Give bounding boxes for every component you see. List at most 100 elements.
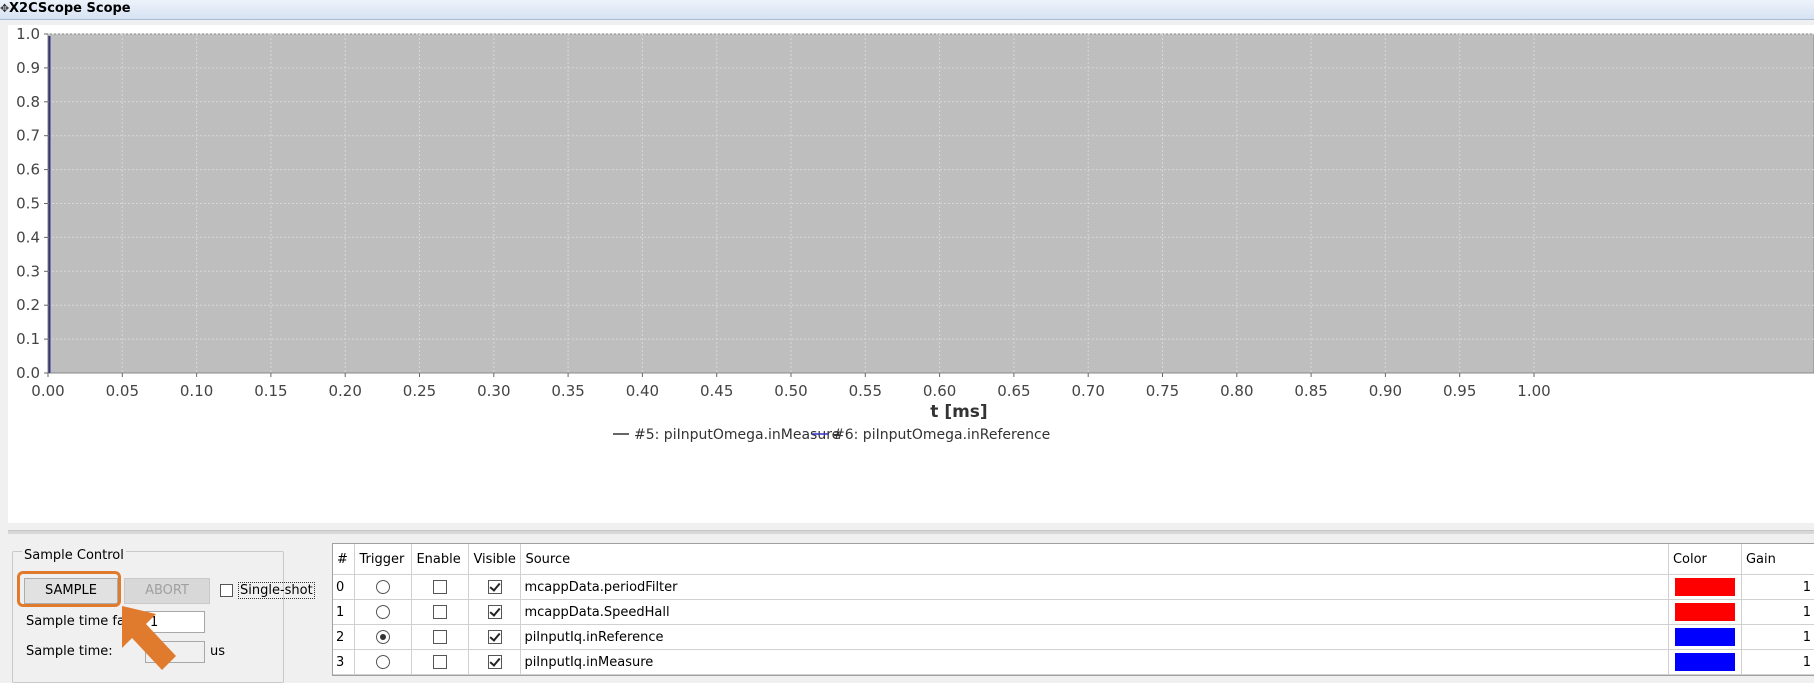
x-tick-label: 0.05 xyxy=(106,382,139,400)
visible-checkbox[interactable] xyxy=(487,655,502,669)
source-cell[interactable]: piInputIq.inReference xyxy=(520,624,1669,650)
splitter[interactable] xyxy=(8,530,1814,534)
x-tick-label: 0.95 xyxy=(1443,382,1476,400)
y-tick-label: 0.2 xyxy=(16,296,40,314)
trigger-radio[interactable] xyxy=(376,605,391,619)
color-swatch[interactable] xyxy=(1674,628,1735,646)
gain-cell[interactable]: 1 xyxy=(1741,599,1814,625)
source-cell[interactable]: mcappData.SpeedHall xyxy=(520,599,1669,625)
channel-table: # Trigger Enable Visible Source Color Ga… xyxy=(332,543,1814,676)
color-swatch[interactable] xyxy=(1674,603,1735,621)
enable-checkbox[interactable] xyxy=(433,630,448,644)
y-tick-label: 0.0 xyxy=(16,364,40,382)
window-title: X2CScope Scope xyxy=(9,1,131,16)
source-cell[interactable]: piInputIq.inMeasure xyxy=(520,649,1669,675)
x-tick-label: 0.80 xyxy=(1220,382,1253,400)
plot-background xyxy=(47,33,1814,374)
abort-button[interactable]: ABORT xyxy=(124,578,210,604)
x-tick-label: 0.25 xyxy=(403,382,436,400)
gain-cell[interactable]: 1 xyxy=(1741,574,1814,600)
x-tick-label: 0.00 xyxy=(31,382,64,400)
y-tick-label: 0.9 xyxy=(16,59,40,77)
trigger-cell xyxy=(354,649,413,675)
enable-cell xyxy=(411,574,470,600)
pointer-arrow-icon xyxy=(122,606,176,670)
sample-button-highlight xyxy=(17,571,121,607)
source-cell[interactable]: mcappData.periodFilter xyxy=(520,574,1669,600)
legend-entry: #6: piInputOmega.inReference xyxy=(833,427,1050,443)
sample-button[interactable]: SAMPLE xyxy=(24,578,118,604)
x-tick-label: 0.30 xyxy=(477,382,510,400)
column-header-gain[interactable]: Gain xyxy=(1741,544,1814,575)
sample-time-factor-label: Sample time fac xyxy=(26,614,133,629)
row-number: 1 xyxy=(333,599,356,625)
color-swatch[interactable] xyxy=(1674,578,1735,596)
scope-chart[interactable]: 0.0 0.1 0.2 0.3 0.4 0.5 0.6 0.7 0.8 0.9 1.0 0.00 0.… xyxy=(8,25,1814,523)
y-tick-label: 0.8 xyxy=(16,93,40,111)
trigger-cell xyxy=(354,574,413,600)
x-tick-label: 0.70 xyxy=(1071,382,1104,400)
trigger-radio[interactable] xyxy=(376,630,391,644)
title-bar: ✥ X2CScope Scope xyxy=(0,0,1814,20)
color-cell xyxy=(1668,599,1742,625)
x-tick-label: 0.60 xyxy=(923,382,956,400)
trigger-radio[interactable] xyxy=(376,655,391,669)
x-axis-title: t [ms] xyxy=(930,402,987,422)
enable-checkbox[interactable] xyxy=(433,605,448,619)
column-header-trigger[interactable]: Trigger xyxy=(354,544,413,575)
column-header-source[interactable]: Source xyxy=(520,544,1669,575)
y-tick-label: 0.6 xyxy=(16,161,40,179)
sample-time-factor-input[interactable] xyxy=(145,611,205,633)
table-row[interactable]: 1 mcappData.SpeedHall 1 xyxy=(333,599,1814,625)
visible-checkbox[interactable] xyxy=(487,630,502,644)
enable-cell xyxy=(411,624,470,650)
color-swatch[interactable] xyxy=(1674,653,1735,671)
y-tick-label: 0.7 xyxy=(16,127,40,145)
gain-cell[interactable]: 1 xyxy=(1741,624,1814,650)
y-tick-label: 0.1 xyxy=(16,330,40,348)
enable-checkbox[interactable] xyxy=(433,655,448,669)
visible-checkbox[interactable] xyxy=(487,580,502,594)
trigger-cell xyxy=(354,599,413,625)
column-header-enable[interactable]: Enable xyxy=(411,544,470,575)
single-shot-label[interactable]: Single-shot xyxy=(238,582,315,599)
x-tick-label: 0.50 xyxy=(774,382,807,400)
x-tick-label: 0.85 xyxy=(1294,382,1327,400)
sample-control-title: Sample Control xyxy=(22,548,126,563)
x-tick-label: 0.20 xyxy=(328,382,361,400)
single-shot-checkbox[interactable] xyxy=(220,584,233,597)
table-row[interactable]: 2 piInputIq.inReference 1 xyxy=(333,624,1814,650)
x-tick-label: 0.40 xyxy=(626,382,659,400)
table-row[interactable]: 0 mcappData.periodFilter 1 xyxy=(333,574,1814,600)
visible-cell xyxy=(468,574,522,600)
legend-entry: #5: piInputOmega.inMeasure xyxy=(634,427,840,443)
move-icon[interactable]: ✥ xyxy=(0,2,10,15)
x-tick-label: 0.75 xyxy=(1146,382,1179,400)
y-tick-label: 0.5 xyxy=(16,195,40,213)
visible-checkbox[interactable] xyxy=(487,605,502,619)
enable-checkbox[interactable] xyxy=(433,580,448,594)
column-header-color[interactable]: Color xyxy=(1668,544,1742,575)
x-tick-label: 0.90 xyxy=(1369,382,1402,400)
row-number: 0 xyxy=(333,574,356,600)
y-tick-label: 0.3 xyxy=(16,262,40,280)
row-number: 2 xyxy=(333,624,356,650)
color-cell xyxy=(1668,649,1742,675)
x-tick-label: 1.00 xyxy=(1517,382,1550,400)
visible-cell xyxy=(468,599,522,625)
color-cell xyxy=(1668,574,1742,600)
trigger-radio[interactable] xyxy=(376,580,391,594)
x-tick-label: 0.45 xyxy=(700,382,733,400)
column-header-number[interactable]: # xyxy=(333,544,356,575)
enable-cell xyxy=(411,599,470,625)
table-row[interactable]: 3 piInputIq.inMeasure 1 xyxy=(333,649,1814,675)
x-tick-label: 0.15 xyxy=(254,382,287,400)
x-tick-label: 0.65 xyxy=(997,382,1030,400)
scope-chart-panel: 0.0 0.1 0.2 0.3 0.4 0.5 0.6 0.7 0.8 0.9 1.0 0.00 0.… xyxy=(8,25,1814,523)
x-tick-label: 0.10 xyxy=(180,382,213,400)
gain-cell[interactable]: 1 xyxy=(1741,649,1814,675)
sample-time-label: Sample time: xyxy=(26,644,113,659)
table-header-row: # Trigger Enable Visible Source Color Ga… xyxy=(333,544,1814,575)
column-header-visible[interactable]: Visible xyxy=(468,544,522,575)
trigger-cell xyxy=(354,624,413,650)
